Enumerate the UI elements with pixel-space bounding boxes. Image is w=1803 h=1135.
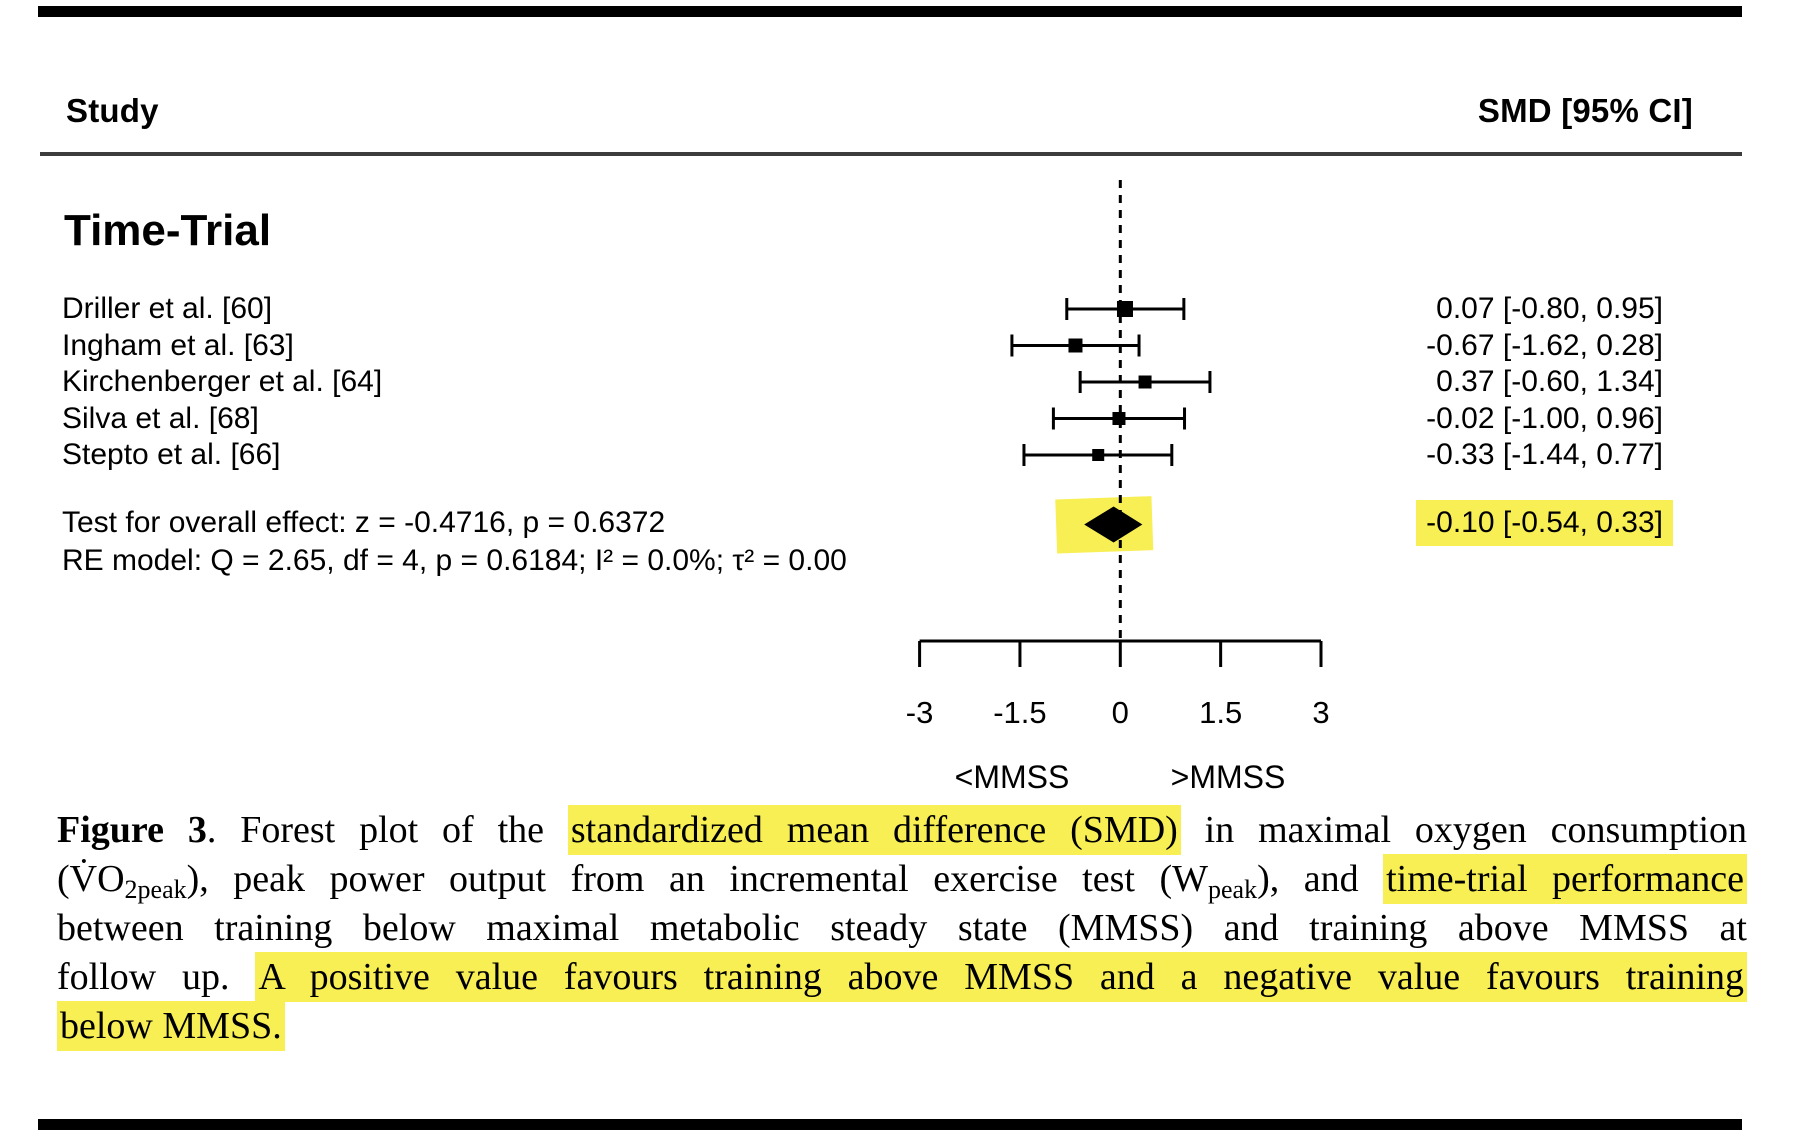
study-smd-value: -0.02 [-1.00, 0.96] — [1426, 401, 1663, 435]
overall-effect-stats: Test for overall effect: z = -0.4716, p … — [62, 506, 666, 539]
x-tick-label: 0 — [1111, 695, 1129, 730]
caption-line: below MMSS. — [57, 1001, 1747, 1051]
smd-column-header: SMD [95% CI] — [1477, 92, 1693, 129]
study-smd-value: -0.67 [-1.62, 0.28] — [1426, 328, 1663, 362]
study-label: Stepto et al. [66] — [62, 438, 281, 471]
caption-text: 2peak — [124, 875, 187, 904]
study-smd-value: 0.37 [-0.60, 1.34] — [1436, 365, 1663, 398]
caption-text: . Forest plot of the — [206, 809, 568, 851]
x-tick-label: -3 — [905, 695, 934, 730]
study-label: Driller et al. [60] — [62, 292, 273, 325]
header-rule — [40, 152, 1742, 156]
caption-text: (V̇O — [57, 858, 125, 900]
study-label: Ingham et al. [63] — [62, 328, 294, 362]
caption-text: in maximal oxygen consumption — [1180, 809, 1747, 851]
bottom-edge-bar — [38, 1119, 1742, 1130]
caption-text: ), and — [1257, 858, 1384, 900]
caption-line: follow up. A positive value favours trai… — [57, 952, 1747, 1002]
top-edge-bar — [38, 6, 1742, 17]
caption-line: (V̇O2peak), peak power output from an in… — [57, 854, 1747, 904]
section-title: Time-Trial — [64, 206, 272, 255]
x-tick-label: 1.5 — [1199, 695, 1243, 730]
study-column-header: Study — [66, 92, 159, 129]
study-label: Kirchenberger et al. [64] — [62, 365, 383, 398]
caption-text: Figure 3 — [57, 809, 207, 851]
right-region-label: >MMSS — [1170, 759, 1286, 795]
study-label: Silva et al. [68] — [62, 401, 259, 435]
caption-text: follow up. — [57, 956, 256, 998]
re-model-stats: RE model: Q = 2.65, df = 4, p = 0.6184; … — [62, 544, 847, 577]
figure-caption: Figure 3. Forest plot of the standardize… — [57, 805, 1747, 1051]
caption-text: peak — [1207, 875, 1258, 904]
x-tick-label: -1.5 — [993, 695, 1047, 730]
x-tick-label: 3 — [1312, 695, 1330, 730]
caption-highlighted-text: time-trial performance — [1383, 854, 1747, 904]
study-smd-value: -0.33 [-1.44, 0.77] — [1426, 438, 1663, 471]
summary-smd-value: -0.10 [-0.54, 0.33] — [1416, 500, 1673, 546]
caption-highlighted-text: standardized mean difference (SMD) — [567, 805, 1181, 855]
caption-line: between training below maximal metabolic… — [57, 904, 1747, 953]
caption-line: Figure 3. Forest plot of the standardize… — [57, 805, 1747, 855]
caption-text: ), peak power output from an incremental… — [186, 858, 1208, 900]
left-region-label: <MMSS — [954, 759, 1070, 795]
study-smd-value: 0.07 [-0.80, 0.95] — [1436, 292, 1663, 325]
caption-text: between training below maximal metabolic… — [57, 907, 1747, 949]
caption-highlighted-text: below MMSS. — [57, 1001, 285, 1051]
caption-highlighted-text: A positive value favours training above … — [255, 952, 1747, 1002]
